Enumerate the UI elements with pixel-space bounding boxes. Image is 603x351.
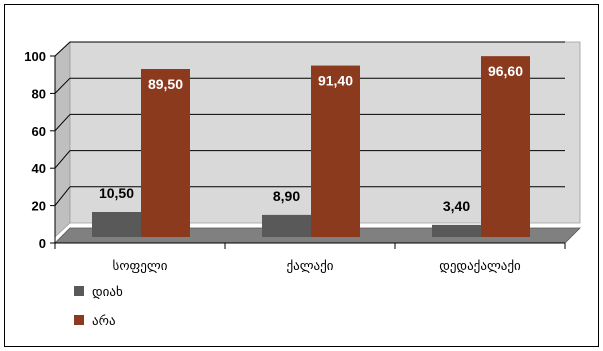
bar-yes [92,211,141,237]
gridline-side [54,114,71,132]
legend: დიახ არა [74,285,123,329]
gridline-side [54,150,71,169]
bar-yes [262,214,311,237]
gridline-side [54,41,71,57]
data-label: 3,40 [443,198,470,214]
gridline-side [54,77,71,94]
legend-swatch [74,286,84,296]
bar-yes [432,224,481,237]
bar-no [141,69,190,237]
y-tick-label: 40 [32,161,46,176]
legend-label: არა [92,314,116,329]
data-label: 89,50 [148,76,183,92]
x-tick-label: სოფელი [113,259,168,274]
legend-swatch [74,315,84,325]
plot-side-wall [54,41,71,238]
y-tick-label: 100 [24,49,46,64]
x-tick-label: დედაქალაქი [439,259,521,274]
y-tick-label: 60 [32,124,46,139]
bar-no [311,65,360,237]
bar-no [481,56,530,238]
data-label: 10,50 [99,185,134,201]
y-tick-label: 80 [32,86,46,101]
y-tick-label: 20 [32,199,46,214]
y-axis: 0 20 40 60 80 100 [24,49,55,251]
x-axis: სოფელი ქალაქი დედაქალაქი [54,243,566,274]
data-label: 96,60 [488,63,523,79]
data-labels: 10,50 89,50 8,90 91,40 3,40 96,60 [99,63,523,214]
bars [92,56,530,238]
y-tick-label: 0 [39,236,46,251]
data-label: 8,90 [273,188,300,204]
x-tick-label: ქალაქი [286,259,333,274]
legend-label: დიახ [92,285,123,300]
gridline-side [54,186,71,206]
data-label: 91,40 [318,73,353,89]
